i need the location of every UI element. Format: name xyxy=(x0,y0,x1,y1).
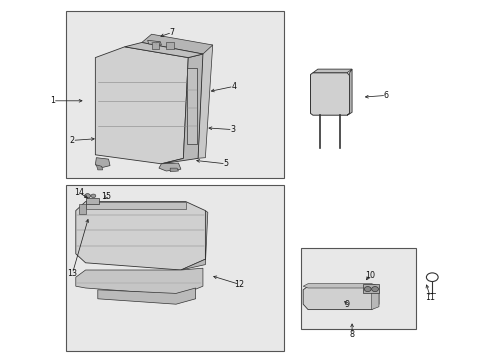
Polygon shape xyxy=(362,284,379,293)
Polygon shape xyxy=(85,202,185,209)
Polygon shape xyxy=(173,45,212,160)
Bar xyxy=(151,42,159,49)
Polygon shape xyxy=(76,202,205,270)
Polygon shape xyxy=(161,54,203,164)
Polygon shape xyxy=(96,165,102,170)
Polygon shape xyxy=(303,284,378,288)
Polygon shape xyxy=(98,288,195,304)
Polygon shape xyxy=(371,286,378,310)
Polygon shape xyxy=(124,42,203,58)
Polygon shape xyxy=(95,158,110,167)
Circle shape xyxy=(84,194,90,198)
Text: 5: 5 xyxy=(223,159,228,168)
Text: 10: 10 xyxy=(364,271,374,280)
Bar xyxy=(186,68,196,144)
Circle shape xyxy=(91,194,96,198)
Bar xyxy=(166,42,173,49)
Polygon shape xyxy=(310,73,349,115)
Polygon shape xyxy=(312,69,351,73)
Text: 7: 7 xyxy=(169,28,174,37)
Text: 9: 9 xyxy=(344,300,349,309)
Text: 8: 8 xyxy=(349,330,354,338)
Circle shape xyxy=(364,287,370,292)
Polygon shape xyxy=(147,40,161,45)
Text: 3: 3 xyxy=(230,125,235,134)
Text: 11: 11 xyxy=(425,292,434,302)
Polygon shape xyxy=(159,163,181,171)
Polygon shape xyxy=(95,47,188,164)
Polygon shape xyxy=(170,168,178,172)
Text: 15: 15 xyxy=(102,192,111,201)
Text: 4: 4 xyxy=(231,82,236,91)
Bar xyxy=(66,11,283,178)
Circle shape xyxy=(371,287,378,292)
Polygon shape xyxy=(346,69,351,115)
Text: 6: 6 xyxy=(383,91,388,100)
Text: 1: 1 xyxy=(50,96,55,105)
Bar xyxy=(300,248,415,329)
Text: 2: 2 xyxy=(70,136,75,145)
Text: 12: 12 xyxy=(234,280,244,289)
Polygon shape xyxy=(181,211,207,270)
Text: 14: 14 xyxy=(74,188,84,197)
Polygon shape xyxy=(142,34,212,54)
Bar xyxy=(85,198,99,204)
Polygon shape xyxy=(76,268,203,295)
Text: 13: 13 xyxy=(67,269,77,278)
Polygon shape xyxy=(79,204,85,214)
Bar xyxy=(66,185,283,351)
Polygon shape xyxy=(303,286,378,310)
